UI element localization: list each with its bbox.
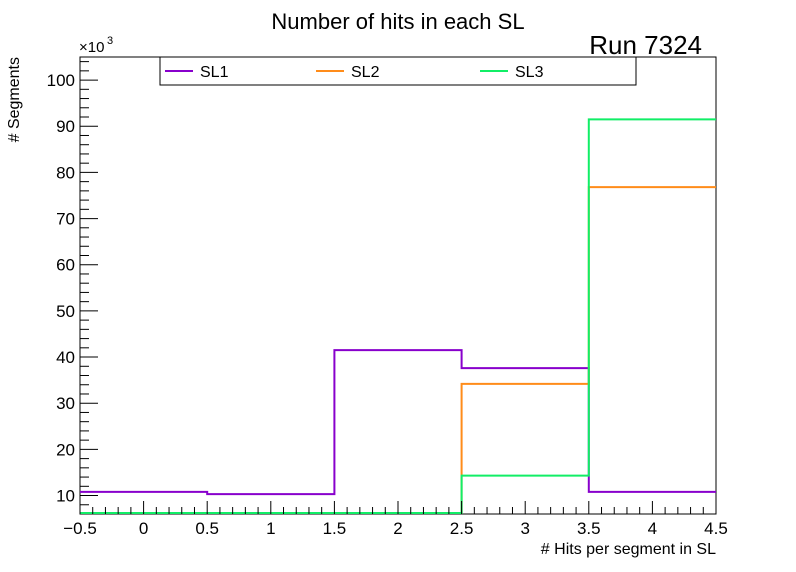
series-line-sl3 — [80, 118, 716, 514]
plot-frame — [79, 56, 717, 515]
x-tick-label: 4 — [648, 519, 657, 538]
legend-entry-sl3: SL3 — [480, 64, 544, 81]
x-tick-label: 1.5 — [323, 519, 347, 538]
series-sl3 — [80, 118, 716, 514]
y-tick-label: 60 — [56, 256, 75, 275]
y-tick-label: 20 — [56, 440, 75, 459]
y-tick-label: 30 — [56, 394, 75, 413]
legend: SL1 SL2 SL3 — [159, 56, 637, 86]
x-tick-label: 4.5 — [704, 519, 728, 538]
y-tick-label: 70 — [56, 210, 75, 229]
y-axis-title: # Segments — [6, 57, 23, 142]
y-multiplier-exponent: 3 — [107, 35, 113, 47]
y-tick-label: 100 — [47, 71, 75, 90]
x-tick-label: 3.5 — [577, 519, 601, 538]
legend-box — [159, 56, 637, 86]
y-multiplier-label: ×10 — [79, 39, 104, 56]
x-tick-label: 2.5 — [450, 519, 474, 538]
x-axis-title: # Hits per segment in SL — [541, 541, 716, 558]
y-multiplier: ×10 3 — [79, 35, 113, 56]
x-tick-label: 0 — [139, 519, 148, 538]
y-axis: 10 20 30 40 50 60 70 80 90 100 — [47, 61, 98, 506]
y-tick-label: 50 — [56, 302, 75, 321]
run-label: Run 7324 — [589, 30, 702, 60]
y-tick-label: 90 — [56, 117, 75, 136]
series-line-sl1 — [80, 349, 716, 496]
series-sl1 — [80, 349, 716, 496]
legend-label: SL1 — [200, 64, 229, 81]
x-tick-label: −0.5 — [63, 519, 97, 538]
legend-entry-sl2: SL2 — [316, 64, 380, 81]
legend-label: SL3 — [515, 64, 544, 81]
chart-title: Number of hits in each SL — [271, 9, 524, 34]
y-tick-label: 40 — [56, 348, 75, 367]
x-tick-label: 0.5 — [195, 519, 219, 538]
x-tick-label: 3 — [520, 519, 529, 538]
y-tick-label: 10 — [56, 487, 75, 506]
y-tick-label: 80 — [56, 163, 75, 182]
x-tick-label: 2 — [393, 519, 402, 538]
x-tick-label: 1 — [266, 519, 275, 538]
legend-entry-sl1: SL1 — [165, 64, 229, 81]
legend-label: SL2 — [351, 64, 380, 81]
series-layer — [80, 118, 716, 514]
x-axis: −0.5 0 0.5 1 1.5 2 2.5 3 3.5 4 4.5 — [63, 501, 728, 538]
